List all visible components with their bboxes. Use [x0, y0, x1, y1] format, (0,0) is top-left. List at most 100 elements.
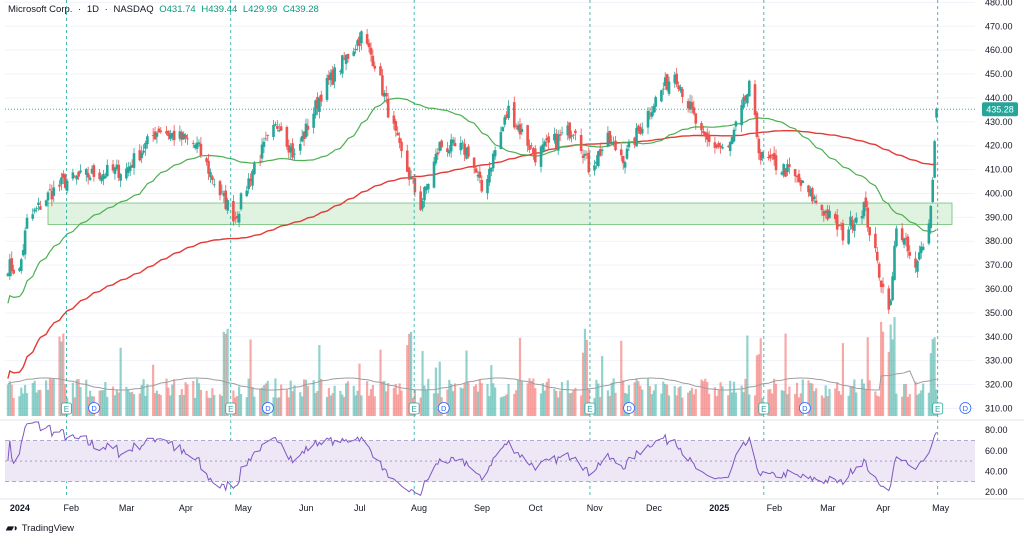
candle-body	[62, 173, 65, 178]
candle-body	[467, 146, 470, 157]
low-value: L429.99	[242, 4, 278, 15]
volume-bar	[398, 383, 401, 416]
candle-body	[612, 141, 615, 145]
volume-bar	[184, 382, 187, 416]
volume-bar	[914, 381, 917, 416]
candle-body	[79, 170, 82, 173]
volume-bar	[539, 393, 543, 416]
volume-bar	[360, 395, 363, 416]
volume-bar	[446, 389, 449, 416]
candle-body	[688, 101, 692, 110]
candle-body	[486, 178, 489, 194]
candle-body	[799, 180, 803, 186]
candle-body	[902, 238, 906, 245]
volume-bar	[908, 394, 911, 416]
volume-bar	[260, 387, 264, 416]
candle-body	[260, 144, 264, 159]
candle-body	[277, 130, 281, 132]
volume-bar	[880, 321, 883, 416]
candle-body	[384, 92, 388, 97]
candle-body	[178, 131, 182, 139]
candle-body	[182, 133, 185, 140]
volume-bar	[876, 395, 879, 416]
candle-body	[648, 113, 652, 115]
candle-body	[514, 125, 518, 127]
candle-body	[465, 147, 468, 159]
candle-body	[63, 174, 67, 188]
volume-bar	[505, 394, 508, 416]
volume-bar	[740, 385, 743, 416]
volume-bar	[207, 397, 210, 416]
candle-body	[169, 133, 172, 140]
candle-body	[491, 153, 495, 169]
volume-bar	[373, 396, 376, 416]
candle-body	[587, 152, 591, 173]
volume-bar	[180, 389, 183, 416]
price-axis-label: 400.00	[985, 188, 1013, 198]
volume-bar	[836, 382, 839, 416]
volume-bar	[729, 380, 732, 416]
volume-bar	[583, 328, 587, 416]
volume-bar	[245, 397, 248, 416]
volume-bar	[599, 397, 602, 416]
volume-bar	[662, 381, 665, 416]
rsi-axis-label: 60.00	[985, 446, 1008, 456]
volume-bar	[37, 389, 40, 416]
volume-bar	[142, 379, 145, 416]
volume-bar	[88, 390, 92, 416]
price-axis-label: 380.00	[985, 236, 1013, 246]
candle-body	[774, 155, 778, 171]
candle-body	[476, 174, 480, 177]
volume-bar	[85, 379, 88, 416]
candle-body	[300, 136, 304, 142]
volume-bar	[839, 394, 843, 416]
candle-body	[128, 166, 132, 171]
candle-body	[105, 164, 109, 177]
candle-body	[262, 141, 266, 147]
symbol-name[interactable]: Microsoft Corp.	[8, 4, 73, 15]
volume-bar	[46, 389, 50, 416]
candle-body	[419, 191, 422, 210]
candle-body	[184, 134, 187, 139]
volume-bar	[773, 378, 776, 416]
candle-body	[340, 55, 344, 74]
candle-body	[568, 122, 571, 139]
volume-bar	[794, 393, 797, 416]
interval[interactable]: 1D	[86, 4, 100, 15]
candle-body	[686, 101, 690, 109]
volume-bar	[608, 395, 611, 416]
candle-body	[113, 167, 117, 174]
volume-bar	[927, 392, 930, 416]
volume-bar	[473, 386, 476, 416]
volume-bar	[409, 331, 413, 416]
candle-body	[700, 123, 703, 131]
candle-body	[801, 180, 805, 183]
tradingview-brand[interactable]: ▰◗ TradingView	[6, 523, 74, 534]
candle-body	[921, 246, 925, 251]
candle-body	[593, 165, 596, 171]
candle-body	[342, 58, 346, 60]
candle-body	[507, 105, 510, 119]
candle-body	[839, 225, 843, 226]
volume-bar	[759, 338, 762, 416]
candle-body	[266, 135, 270, 137]
candle-body	[31, 214, 35, 219]
volume-bar	[860, 379, 864, 416]
candle-body	[543, 141, 547, 147]
candle-body	[88, 177, 92, 180]
volume-bar	[732, 381, 736, 416]
volume-bar	[753, 395, 757, 416]
candle-body	[887, 288, 891, 310]
candle-body	[298, 144, 302, 151]
volume-bar	[891, 339, 894, 416]
volume-bar	[104, 381, 107, 416]
candle-body	[151, 135, 155, 136]
candle-body	[354, 48, 357, 51]
volume-bar	[98, 390, 101, 416]
volume-bar	[813, 391, 816, 416]
volume-bar	[715, 396, 718, 416]
candle-body	[835, 215, 839, 230]
volume-bar	[780, 390, 783, 416]
volume-bar	[314, 392, 317, 416]
